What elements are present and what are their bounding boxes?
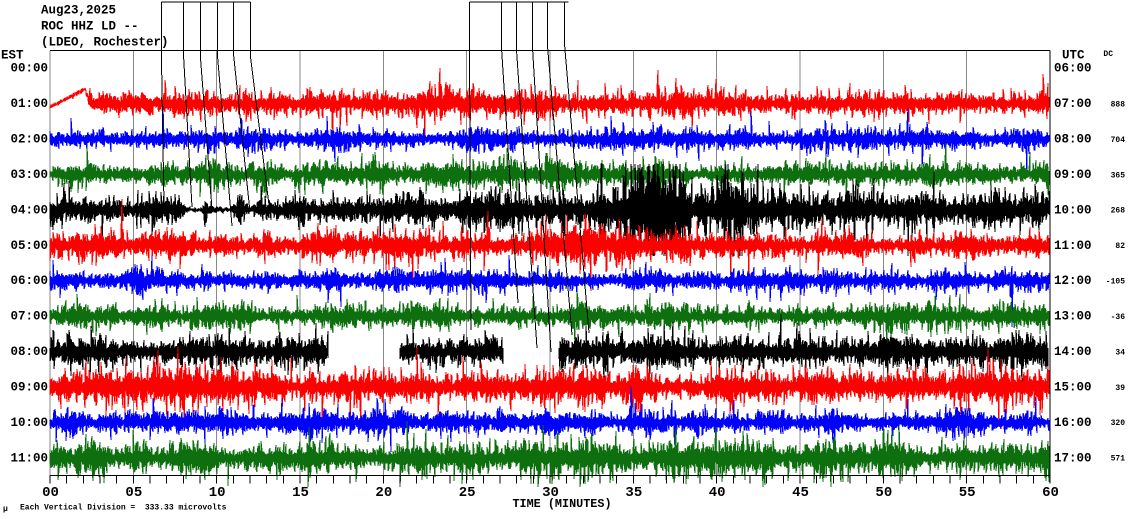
svg-text:30: 30 (542, 485, 559, 501)
svg-text:10: 10 (209, 485, 226, 501)
svg-text:35: 35 (625, 485, 642, 501)
svg-text:μ: μ (3, 505, 8, 514)
svg-text:13:00: 13:00 (1054, 310, 1092, 324)
svg-text:12:00: 12:00 (1054, 274, 1092, 288)
svg-text:571: 571 (1111, 455, 1126, 464)
svg-text:01:00: 01:00 (10, 97, 48, 111)
svg-text:25: 25 (459, 485, 476, 501)
svg-text:DC: DC (1103, 50, 1113, 59)
svg-text:-105: -105 (1106, 278, 1125, 287)
svg-text:60: 60 (1042, 485, 1059, 501)
svg-text:16:00: 16:00 (1054, 416, 1092, 430)
svg-text:15: 15 (292, 485, 309, 501)
svg-text:55: 55 (959, 485, 976, 501)
svg-text:50: 50 (875, 485, 892, 501)
svg-text:06:00: 06:00 (10, 274, 48, 288)
svg-text:08:00: 08:00 (1054, 133, 1092, 147)
svg-text:05:00: 05:00 (10, 239, 48, 253)
svg-text:365: 365 (1111, 171, 1126, 180)
svg-text:320: 320 (1111, 419, 1126, 428)
svg-text:Aug23,2025: Aug23,2025 (41, 4, 116, 18)
svg-text:10:00: 10:00 (10, 416, 48, 430)
svg-text:40: 40 (709, 485, 726, 501)
svg-text:02:00: 02:00 (10, 133, 48, 147)
svg-text:TIME (MINUTES): TIME (MINUTES) (512, 497, 611, 511)
svg-text:704: 704 (1111, 136, 1126, 145)
svg-text:15:00: 15:00 (1054, 380, 1092, 394)
svg-text:34: 34 (1115, 348, 1125, 357)
svg-text:82: 82 (1115, 242, 1125, 251)
svg-text:14:00: 14:00 (1054, 345, 1092, 359)
svg-text:20: 20 (375, 485, 392, 501)
svg-text:07:00: 07:00 (1054, 97, 1092, 111)
svg-text:17:00: 17:00 (1054, 451, 1092, 465)
svg-text:09:00: 09:00 (1054, 168, 1092, 182)
svg-text:00: 00 (42, 485, 59, 501)
svg-text:00:00: 00:00 (10, 62, 48, 76)
svg-text:(LDEO, Rochester): (LDEO, Rochester) (41, 36, 169, 50)
svg-text:11:00: 11:00 (10, 451, 48, 465)
svg-text:Each Vertical Division = 333.: Each Vertical Division = 333.33 microvol… (20, 504, 227, 513)
svg-text:EST: EST (1, 49, 24, 63)
svg-text:04:00: 04:00 (10, 203, 48, 217)
svg-text:ROC HHZ LD --: ROC HHZ LD -- (41, 20, 139, 34)
svg-text:06:00: 06:00 (1054, 62, 1092, 76)
svg-text:05: 05 (125, 485, 142, 501)
svg-text:-36: -36 (1111, 313, 1126, 322)
svg-text:09:00: 09:00 (10, 380, 48, 394)
svg-text:08:00: 08:00 (10, 345, 48, 359)
svg-text:11:00: 11:00 (1054, 239, 1092, 253)
svg-text:268: 268 (1111, 207, 1126, 216)
svg-text:07:00: 07:00 (10, 310, 48, 324)
svg-text:03:00: 03:00 (10, 168, 48, 182)
svg-text:888: 888 (1111, 100, 1126, 109)
svg-text:39: 39 (1115, 384, 1125, 393)
svg-text:10:00: 10:00 (1054, 203, 1092, 217)
svg-text:45: 45 (792, 485, 809, 501)
svg-text:UTC: UTC (1062, 49, 1085, 63)
